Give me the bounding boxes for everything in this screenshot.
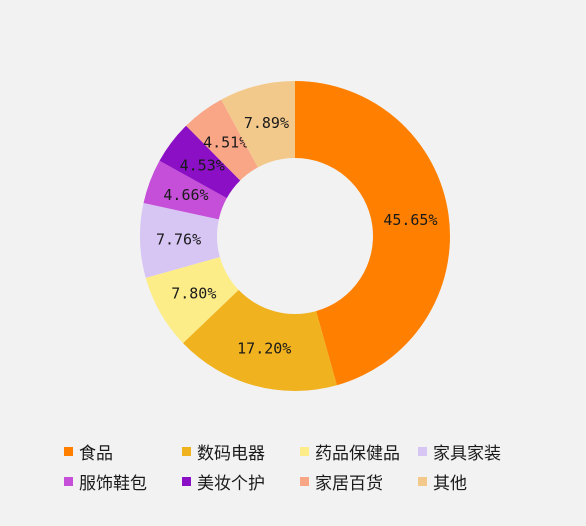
- slice-label-3: 7.76%: [156, 230, 201, 248]
- slice-label-5: 4.53%: [180, 157, 225, 175]
- legend-swatch-0: [64, 446, 73, 456]
- legend-label-4: 服饰鞋包: [79, 473, 147, 494]
- slice-label-0: 45.65%: [383, 211, 437, 229]
- legend-swatch-3: [418, 446, 427, 456]
- legend-label-1: 数码电器: [197, 443, 265, 464]
- legend-swatch-7: [418, 476, 427, 486]
- legend-item-7: 其他: [418, 470, 518, 494]
- legend-item-4: 服饰鞋包: [64, 470, 182, 494]
- legend-label-7: 其他: [433, 473, 467, 494]
- slice-6: [186, 99, 258, 181]
- legend-label-3: 家具家装: [433, 443, 501, 464]
- slice-5: [159, 125, 241, 199]
- legend-label-0: 食品: [79, 443, 113, 464]
- donut-svg: 45.65% 17.20% 7.80% 7.76% 4.66% 4.53% 4.51%7.8…: [140, 81, 450, 391]
- legend-swatch-6: [300, 476, 309, 486]
- slice-7: [221, 81, 295, 168]
- legend-item-0: 食品: [64, 440, 182, 464]
- slice-label-7: 7.89%: [244, 114, 289, 132]
- slice-label-4: 4.66%: [163, 186, 208, 204]
- slice-3: [140, 203, 220, 278]
- legend-label-5: 美妆个护: [197, 473, 265, 494]
- legend-item-3: 家具家装: [418, 440, 518, 464]
- legend-swatch-2: [300, 446, 309, 456]
- legend-swatch-4: [64, 476, 73, 486]
- slice-1: [183, 289, 337, 391]
- slice-label-2: 7.80%: [171, 285, 216, 303]
- slice-4: [143, 160, 227, 220]
- legend-item-1: 数码电器: [182, 440, 300, 464]
- legend-label-2: 药品保健品: [315, 443, 400, 464]
- slice-label-1: 17.20%: [237, 339, 291, 357]
- slice-2: [145, 257, 239, 344]
- legend: 食品 数码电器 药品保健品 家具家装服饰鞋包 美妆个护 家居百货 其他: [64, 440, 524, 494]
- legend-item-2: 药品保健品: [300, 440, 418, 464]
- legend-swatch-5: [182, 476, 191, 486]
- legend-label-6: 家居百货: [315, 473, 383, 494]
- legend-item-5: 美妆个护: [182, 470, 300, 494]
- slice-0: [295, 81, 450, 386]
- legend-swatch-1: [182, 446, 191, 456]
- slice-label-6: 4.51%: [203, 133, 248, 151]
- legend-item-6: 家居百货: [300, 470, 418, 494]
